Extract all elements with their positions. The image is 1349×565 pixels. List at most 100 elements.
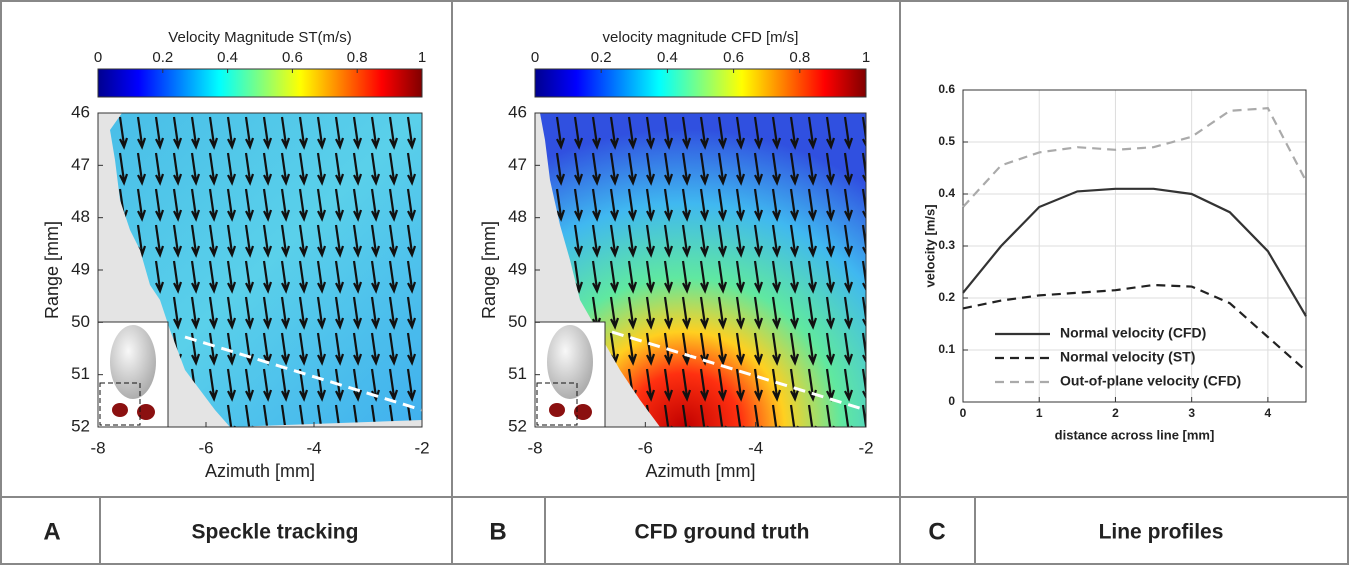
arrow: [190, 152, 201, 186]
arrow: [262, 260, 273, 294]
caption: CFD ground truth: [635, 521, 810, 544]
colorbar-tick-label: 0.8: [789, 49, 810, 66]
arrow: [573, 188, 584, 222]
arrow: [771, 116, 782, 150]
arrow: [591, 188, 602, 222]
arrow: [609, 296, 620, 330]
arrow: [244, 152, 255, 186]
arrow: [226, 368, 237, 402]
arrow: [843, 260, 854, 294]
arrow: [627, 152, 638, 186]
arrow: [426, 405, 433, 435]
arrow: [645, 368, 656, 402]
x-tick-label: -4: [306, 438, 321, 457]
arrow: [807, 224, 818, 258]
arrow: [717, 152, 728, 186]
arrow: [172, 296, 183, 330]
arrow: [316, 296, 327, 330]
arrow: [861, 188, 866, 222]
arrow: [298, 296, 309, 330]
arrow: [388, 224, 399, 258]
inset-ellipsoid: [110, 325, 156, 399]
x-axis-label: Azimuth [mm]: [205, 461, 315, 481]
arrow: [789, 188, 800, 222]
arrow: [843, 332, 854, 366]
arrow: [789, 116, 800, 150]
arrow: [172, 260, 183, 294]
arrow: [280, 368, 291, 402]
x-tick-label: 0: [960, 406, 967, 420]
y-tick-label: 50: [71, 312, 90, 331]
colorbar-tick-label: 0.2: [591, 49, 612, 66]
arrow: [426, 297, 433, 327]
arrow: [226, 260, 237, 294]
velocity-field: [540, 113, 866, 427]
arrow: [825, 188, 836, 222]
arrow: [406, 188, 417, 222]
arrow: [843, 404, 854, 427]
arrow: [244, 296, 255, 330]
arrow: [609, 260, 620, 294]
arrow: [406, 260, 417, 294]
arrow: [699, 368, 710, 402]
arrow: [789, 260, 800, 294]
arrow: [753, 224, 764, 258]
arrow: [406, 116, 417, 150]
arrow: [262, 404, 273, 427]
arrow: [352, 116, 363, 150]
inset-box: [99, 382, 141, 426]
arrow: [190, 224, 201, 258]
arrow: [555, 116, 566, 150]
arrow: [645, 260, 656, 294]
arrow: [789, 296, 800, 330]
arrow: [591, 224, 602, 258]
profile-line: [611, 330, 867, 412]
arrow: [262, 152, 273, 186]
arrow: [426, 369, 433, 399]
arrow: [699, 152, 710, 186]
arrow: [226, 188, 237, 222]
arrow: [681, 296, 692, 330]
arrow: [681, 188, 692, 222]
arrow: [627, 296, 638, 330]
arrow: [789, 152, 800, 186]
arrow: [627, 260, 638, 294]
arrow: [316, 224, 327, 258]
arrow: [627, 116, 638, 150]
arrow: [370, 152, 381, 186]
arrow: [699, 260, 710, 294]
arrow: [753, 332, 764, 366]
inset-box: [536, 382, 578, 426]
arrow: [388, 404, 399, 427]
arrow: [825, 332, 836, 366]
arrow: [208, 116, 219, 150]
panel-label: A: [43, 518, 60, 545]
arrow: [172, 116, 183, 150]
inset-ellipsoid: [547, 325, 593, 399]
arrow: [298, 152, 309, 186]
arrow: [316, 152, 327, 186]
plot-frame: [97, 112, 423, 428]
arrow: [717, 188, 728, 222]
arrow: [426, 117, 433, 147]
arrow: [334, 152, 345, 186]
arrow: [717, 224, 728, 258]
y-tick-label: 52: [508, 416, 527, 435]
arrow: [298, 404, 309, 427]
arrow: [717, 296, 728, 330]
arrow: [753, 260, 764, 294]
arrow: [352, 260, 363, 294]
arrow: [735, 188, 746, 222]
y-axis-label: velocity [m/s]: [922, 204, 937, 287]
colorbar-tick-label: 0: [94, 49, 102, 66]
arrow: [370, 224, 381, 258]
arrow: [262, 188, 273, 222]
arrow: [190, 188, 201, 222]
arrow: [771, 260, 782, 294]
arrow: [316, 116, 327, 150]
colorbar: [97, 68, 423, 98]
arrow: [426, 225, 433, 255]
arrow: [609, 224, 620, 258]
arrow: [735, 368, 746, 402]
arrow: [609, 116, 620, 150]
